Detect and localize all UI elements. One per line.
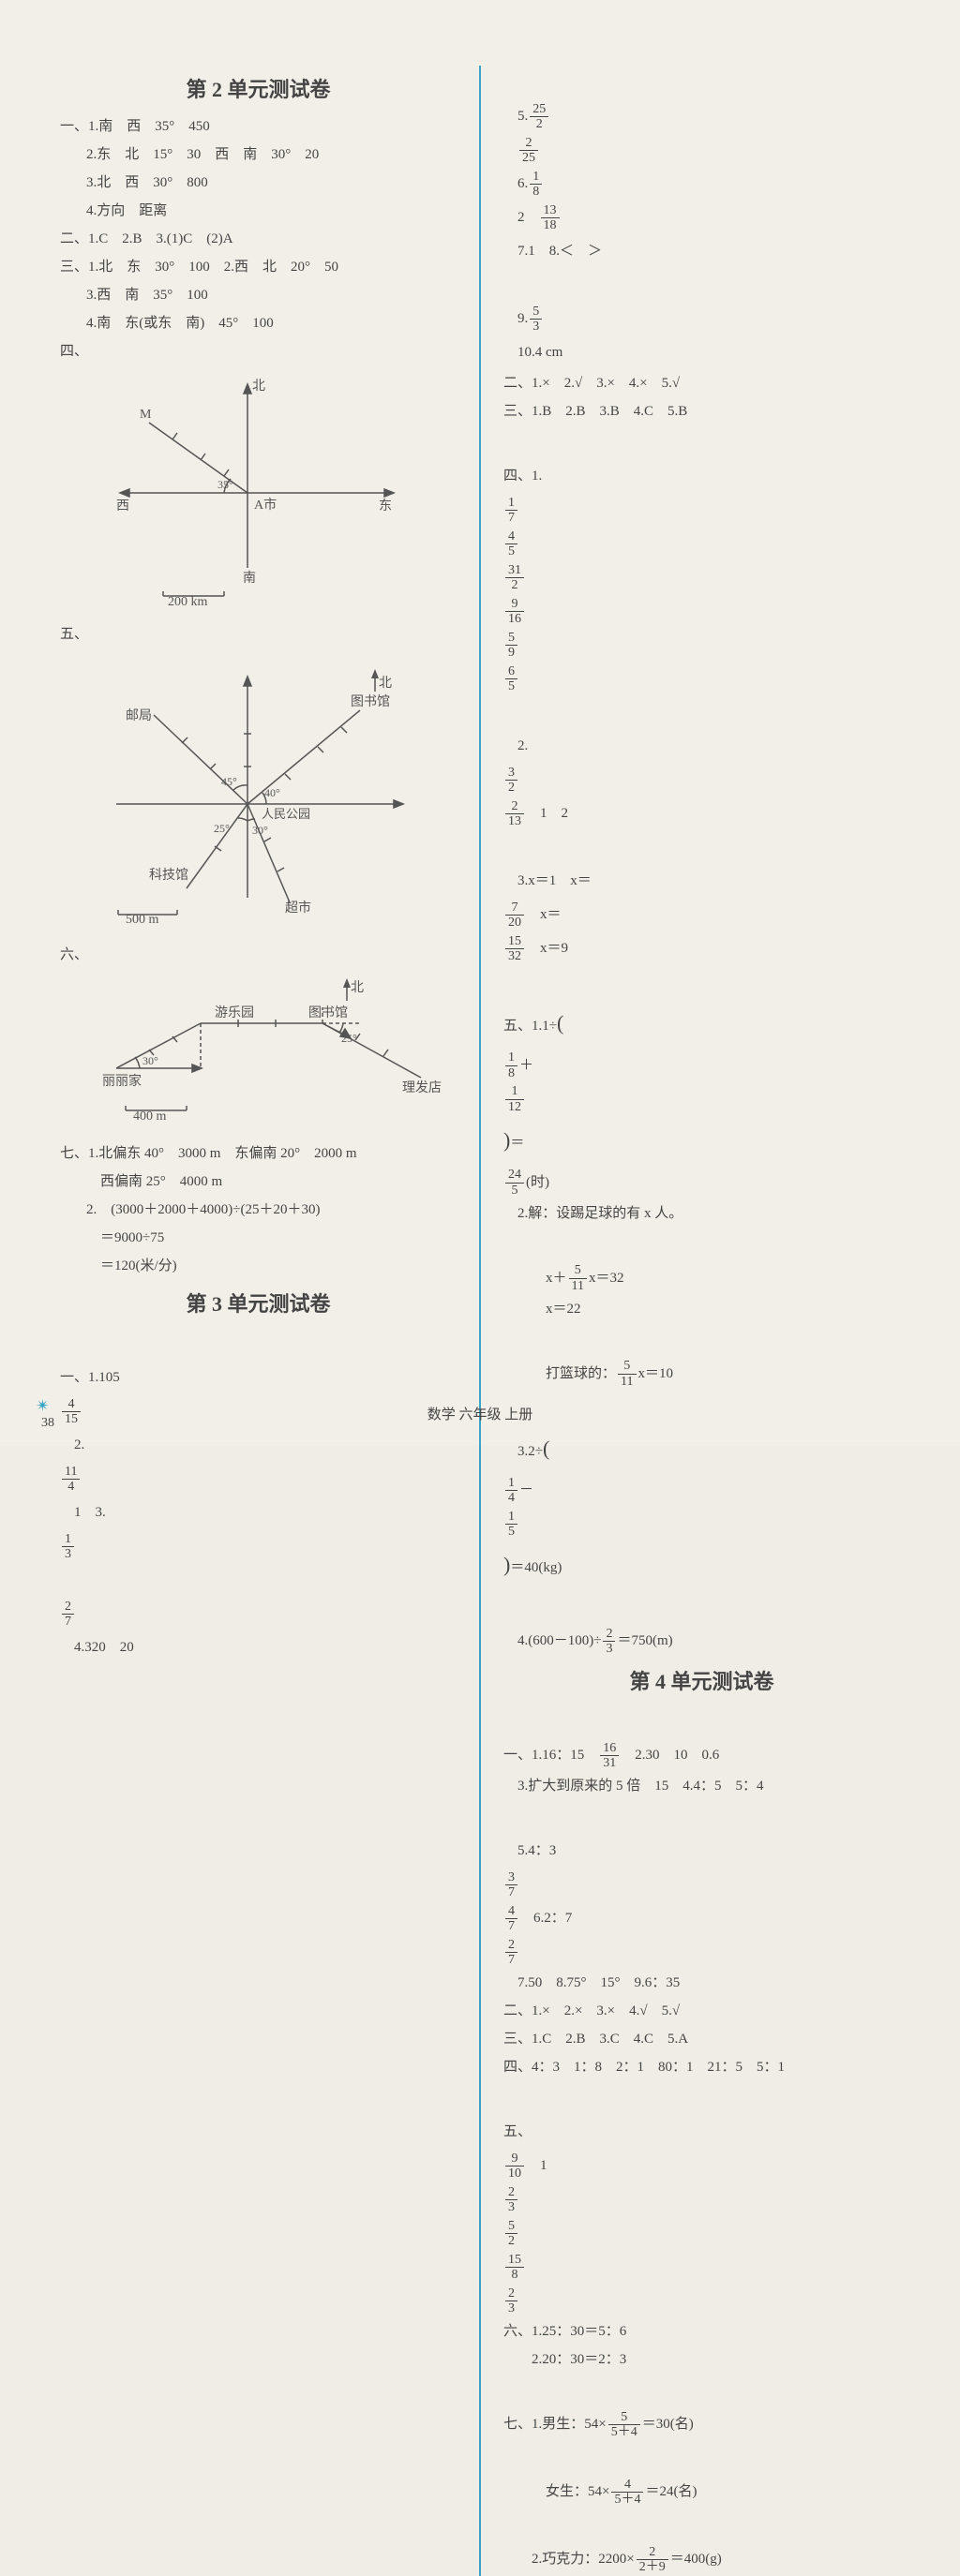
u4-12: 女生：54×45＋4＝24(名): [503, 2441, 900, 2509]
sec7-l4: ＝9000÷75: [60, 1224, 457, 1252]
r7: 3.x＝1 x＝ 720 x＝ 1532 x＝9: [503, 830, 900, 965]
sec5-h: 五、: [60, 620, 457, 648]
u4-3: 5.4：3 37 47 6.2：7 27: [503, 1800, 900, 1969]
d6-a25: 25°: [341, 1032, 357, 1045]
sec1: 一、1.南 西 35° 450: [60, 112, 457, 141]
left-column: 第 2 单元测试卷 一、1.南 西 35° 450 2.东 北 15° 30 西…: [38, 66, 481, 2576]
d6-north: 北: [351, 980, 364, 995]
swirl-icon: ✴: [36, 1396, 50, 1416]
page-number: 38: [41, 1416, 54, 1431]
d5-post: 邮局: [126, 708, 152, 723]
sec7-l3: 2. (3000＋2000＋4000)÷(25＋20＋30): [60, 1196, 457, 1224]
r12: 打篮球的：511x＝10: [503, 1323, 900, 1391]
d4-north: 北: [252, 379, 265, 394]
d4-a: A市: [254, 497, 277, 513]
d6-a30: 30°: [142, 1054, 158, 1067]
u4-8: 五、 910 1 23 52 158 23: [503, 2081, 900, 2317]
r9: 2.解：设踢足球的有 x 人。: [503, 1199, 900, 1228]
d5-a25: 25°: [214, 822, 230, 835]
sec3-l3: 4.南 东(或东 南) 45° 100: [60, 309, 457, 337]
r5: 四、1. 17 45 312 916 59 65: [503, 425, 900, 695]
columns: 第 2 单元测试卷 一、1.南 西 35° 450 2.东 北 15° 30 西…: [38, 66, 922, 2576]
d4-west: 西: [116, 499, 129, 514]
sec3: 三、1.北 东 30° 100 2.西 北 20° 50: [60, 253, 457, 281]
r2: 9.53 10.4 cm: [503, 268, 900, 369]
d6-barber: 理发店: [402, 1080, 442, 1095]
sec7: 七、1.北偏东 40° 3000 m 东偏南 20° 2000 m: [60, 1139, 457, 1168]
d5-a30: 30°: [252, 824, 268, 837]
diagram-6: 北 丽丽家 游乐园 图书馆 理发店 30° 25° 400 m: [60, 975, 454, 1134]
d5-market: 超市: [285, 900, 311, 916]
u4-11: 七、1.男生：54×55＋4＝30(名): [503, 2374, 900, 2441]
r4: 三、1.B 2.B 3.B 4.C 5.B: [503, 397, 900, 425]
sec3-l2: 3.西 南 35° 100: [60, 281, 457, 309]
u4-5: 二、1.× 2.× 3.× 4.√ 5.√: [503, 1997, 900, 2025]
r3: 二、1.× 2.√ 3.× 4.× 5.√: [503, 369, 900, 397]
d5-north: 北: [379, 676, 392, 691]
sec1-l4: 4.方向 距离: [60, 197, 457, 225]
r11: x＝22: [503, 1295, 900, 1323]
diagram-4: 北 南 西 东 M A市 35° 200 km: [60, 371, 416, 615]
diagram-5: 北 邮局 图书馆 科技馆 超市 人民公园 45° 40° 25° 30° 500…: [60, 654, 435, 935]
d5-lib: 图书馆: [351, 694, 390, 709]
u4-2: 3.扩大到原来的 5 倍 15 4.4：5 5：4: [503, 1772, 900, 1800]
r8: 五、1.1÷( 18＋ 112 )＝ 245(时): [503, 965, 900, 1199]
r1: 5.252 225 6.18 2 1318 7.1 8.＜ ＞: [503, 66, 900, 268]
sec2: 二、1.C 2.B 3.(1)C (2)A: [60, 225, 457, 253]
u4-9: 六、1.25：30＝5：6: [503, 2317, 900, 2345]
u3-l1: 一、1.105 415 2. 114 1 3. 13 27 4.320 20: [60, 1327, 457, 1664]
u4-10: 2.20：30＝2：3: [503, 2345, 900, 2374]
d6-home: 丽丽家: [102, 1073, 142, 1089]
d5-tech: 科技馆: [149, 868, 188, 883]
r14: 4.(600－100)÷23＝750(m): [503, 1590, 900, 1658]
page-footer: 数学 六年级 上册: [0, 1404, 960, 1423]
unit2-title: 第 2 单元测试卷: [60, 73, 457, 103]
d6-lib: 图书馆: [308, 1005, 348, 1020]
r10: x＋511x＝32: [503, 1228, 900, 1295]
d5-a40: 40°: [264, 786, 280, 799]
u4-1: 一、1.16：15 1631 2.30 10 0.6: [503, 1705, 900, 1772]
d4-m: M: [140, 408, 152, 422]
unit4-title: 第 4 单元测试卷: [503, 1665, 900, 1695]
d4-south: 南: [243, 571, 256, 586]
r6: 2. 32 213 1 2: [503, 695, 900, 830]
d4-scale: 200 km: [168, 595, 208, 609]
sec1-l3: 3.北 西 30° 800: [60, 169, 457, 197]
right-column: 5.252 225 6.18 2 1318 7.1 8.＜ ＞ 9.53 10.…: [481, 66, 922, 2576]
page-root: 第 2 单元测试卷 一、1.南 西 35° 450 2.东 北 15° 30 西…: [0, 0, 960, 1446]
sec4-h: 四、: [60, 337, 457, 365]
u4-6: 三、1.C 2.B 3.C 4.C 5.A: [503, 2025, 900, 2053]
u4-7: 四、4：3 1：8 2：1 80：1 21：5 5：1: [503, 2053, 900, 2081]
d4-east: 东: [379, 499, 392, 514]
d6-park: 游乐园: [215, 1005, 254, 1020]
sec7-l5: ＝120(米/分): [60, 1252, 457, 1280]
u4-13: 2.巧克力：2200×22＋9＝400(g): [503, 2509, 900, 2576]
u4-4: 7.50 8.75° 15° 9.6：35: [503, 1969, 900, 1997]
sec1-l2: 2.东 北 15° 30 西 南 30° 20: [60, 141, 457, 169]
d4-angle: 35°: [218, 478, 233, 491]
d6-scale: 400 m: [133, 1109, 167, 1124]
d5-park: 人民公园: [262, 807, 310, 821]
d5-a45: 45°: [221, 775, 237, 788]
unit3-title: 第 3 单元测试卷: [60, 1288, 457, 1318]
sec6-h: 六、: [60, 941, 457, 969]
sec7-l2: 西偏南 25° 4000 m: [60, 1168, 457, 1196]
